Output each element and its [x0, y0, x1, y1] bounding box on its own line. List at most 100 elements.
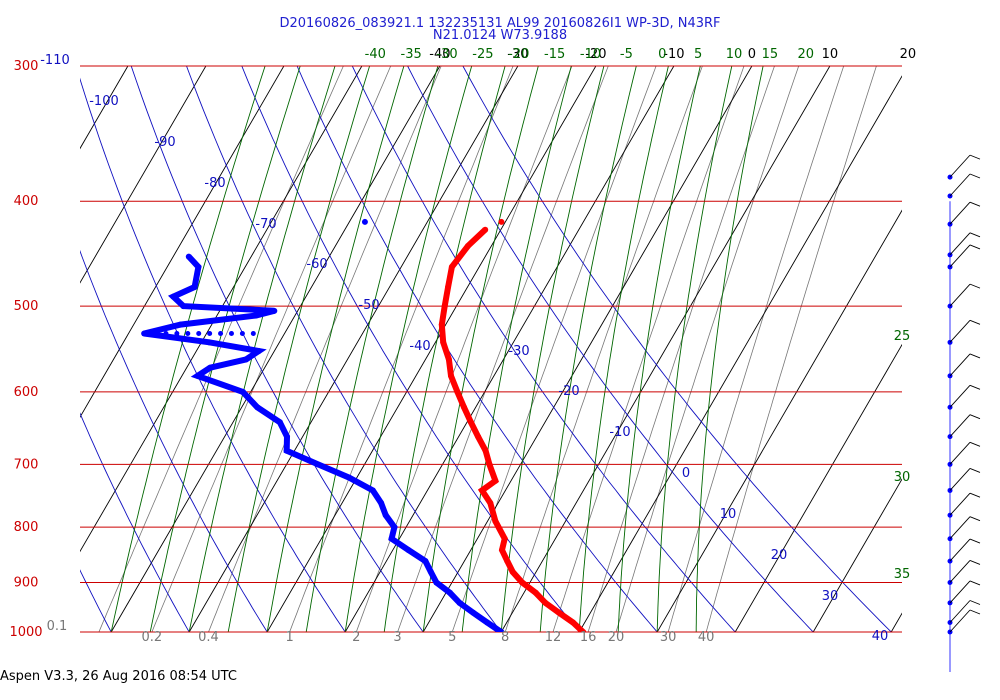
wind-barb-staff	[949, 353, 971, 377]
isotherm-line	[80, 66, 129, 150]
moist-adiabat-line	[227, 66, 371, 632]
chart-subtitle: N21.0124 W73.9188	[432, 28, 568, 43]
moist-adiabat-tick-label: 20	[798, 47, 815, 62]
dry-adiabat-label: 40	[872, 629, 889, 644]
temperature-point	[482, 447, 489, 454]
dry-adiabat-label: 0	[682, 466, 690, 481]
dewpoint-point	[382, 512, 389, 519]
isotherm-line	[80, 66, 363, 553]
temperature-point	[461, 404, 468, 411]
mixing-ratio-label: 0.1	[47, 619, 68, 634]
dry-adiabat-label: -80	[204, 176, 225, 191]
pressure-tick-label: 900	[14, 575, 39, 590]
moist-adiabat-line	[422, 66, 539, 632]
dewpoint-point	[253, 312, 260, 319]
wind-barb-staff	[949, 320, 971, 343]
pressure-tick-label: 400	[14, 194, 39, 209]
dry-adiabat-line	[351, 66, 736, 632]
moist-adiabat-tick-label: -25	[472, 47, 493, 62]
dry-adiabat-label: -30	[508, 344, 529, 359]
dewpoint-point	[456, 599, 463, 606]
moist-adiabat-tick-label: -10	[580, 47, 601, 62]
isotherm-line	[80, 66, 285, 418]
wind-barb-flag	[969, 414, 981, 420]
temperature-point	[438, 321, 445, 328]
moist-adiabat-tick-label: 15	[762, 47, 779, 62]
moist-adiabat-tick-label: 5	[694, 47, 702, 62]
dry-adiabat-line	[80, 249, 268, 632]
dewpoint-point	[239, 388, 246, 395]
dewpoint-point	[484, 619, 491, 626]
dry-adiabat-label: -10	[609, 425, 630, 440]
moist-adiabat-line	[695, 66, 764, 632]
temperature-point	[445, 283, 452, 290]
dry-adiabat-label: 10	[720, 507, 737, 522]
grid-lines	[80, 66, 902, 632]
mixing-ratio-label: 30	[660, 630, 677, 645]
temperature-point	[570, 619, 577, 626]
dewpoint-point	[206, 339, 213, 346]
moist-adiabat-line	[188, 66, 336, 632]
pressure-tick-label: 500	[14, 299, 39, 314]
dry-adiabat-label: 20	[771, 548, 788, 563]
temperature-point	[464, 243, 471, 250]
temperature-point	[492, 518, 499, 525]
dewpoint-point	[177, 321, 184, 328]
wind-barb-staff	[949, 442, 971, 465]
temperature-point	[475, 433, 482, 440]
temperature-point	[519, 579, 526, 586]
dewpoint-point	[255, 347, 262, 354]
dewpoint-point	[470, 609, 477, 616]
mixing-ratio-label: 0.4	[198, 630, 219, 645]
dewpoint-point	[180, 303, 187, 310]
wind-barb-staff	[949, 600, 971, 623]
dewpoint-point	[194, 372, 201, 379]
temperature-point	[492, 477, 499, 484]
dewpoint-dotted-point	[207, 331, 213, 337]
wind-barb-staff	[949, 609, 971, 633]
isotherm-tick-label: -30	[507, 47, 528, 62]
dry-adiabat-line	[241, 66, 580, 632]
wind-barb-flag	[969, 173, 981, 179]
dry-adiabat-line	[462, 66, 892, 632]
temperature-point	[445, 356, 452, 363]
moist-adiabat-tick-label: -40	[365, 47, 386, 62]
dewpoint-point	[369, 487, 376, 494]
wind-barb-staff	[949, 414, 971, 437]
temperature-point	[580, 629, 587, 632]
wind-barb-staff	[949, 154, 971, 178]
moist-adiabat-line	[617, 66, 701, 632]
wind-barb-staff	[949, 201, 971, 225]
isotherm-line	[734, 343, 902, 632]
wind-barb-staff	[949, 283, 971, 307]
dewpoint-dotted-point	[185, 331, 191, 337]
dewpoint-point	[284, 433, 291, 440]
dewpoint-point	[427, 568, 434, 575]
mixing-ratio-label: 5	[448, 630, 456, 645]
dewpoint-point	[391, 524, 398, 531]
temperature-point	[509, 568, 516, 575]
temperature-point	[501, 535, 508, 542]
dewpoint-point	[170, 293, 177, 300]
wind-barb-flag	[969, 244, 981, 250]
pressure-tick-label: 1000	[9, 625, 42, 640]
moist-adiabat-line	[305, 66, 439, 632]
wind-barb-flag	[969, 538, 981, 544]
wind-barb-staff	[949, 580, 971, 604]
dewpoint-point	[207, 364, 214, 371]
dewpoint-point	[185, 253, 192, 260]
dewpoint-dotted-point	[218, 331, 224, 337]
wind-barb-flag	[969, 201, 981, 207]
dewpoint-dotted-point	[196, 331, 202, 337]
mixing-ratio-line	[705, 66, 877, 632]
wind-barb-flag	[969, 353, 981, 359]
dewpoint-point	[498, 629, 505, 632]
dewpoint-point	[276, 419, 283, 426]
dewpoint-point	[195, 263, 202, 270]
wind-barb-flag	[969, 319, 981, 325]
wind-barb-flag	[969, 384, 981, 390]
dewpoint-point	[254, 404, 261, 411]
dry-adiabat-label: -50	[358, 298, 379, 313]
